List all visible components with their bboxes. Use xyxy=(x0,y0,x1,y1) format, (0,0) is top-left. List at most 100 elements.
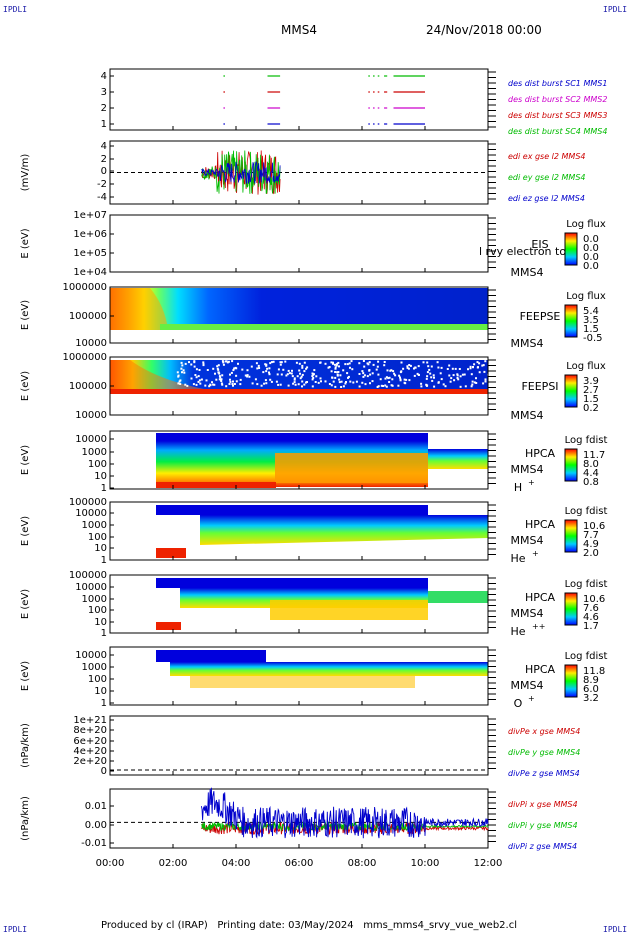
feepsi-speckle-dot xyxy=(440,366,443,369)
feepsi-speckle-dot xyxy=(344,382,347,385)
feepsi-speckle-dot xyxy=(279,383,282,386)
feepsi-speckle-dot xyxy=(195,368,198,371)
feepsi-speckle-dot xyxy=(456,373,459,376)
feepsi-speckle-dot xyxy=(182,369,185,372)
divpe-ytick-label: 4e+20 xyxy=(73,746,107,757)
feepsi-colorbar-title: Log flux xyxy=(566,361,606,372)
feepsi-speckle-dot xyxy=(299,372,301,375)
feepsi-speckle-dot xyxy=(432,374,435,377)
feepsi-speckle-dot xyxy=(222,363,225,366)
feepsi-speckle-dot xyxy=(290,372,293,375)
feepsi-speckle-dot xyxy=(475,377,477,380)
eis-ytick-label: 1e+04 xyxy=(73,267,107,278)
feepsi-speckle-dot xyxy=(188,361,190,364)
hpca_o-spacecraft-label: MMS4 xyxy=(511,679,544,692)
eis-colorbar-label: 0.0 xyxy=(583,252,599,263)
feepsi-speckle-dot xyxy=(471,383,474,386)
feepsi-speckle-dot xyxy=(340,380,343,383)
feepsi-speckle-dot xyxy=(291,369,293,372)
hpca_he-instrument-label: HPCA xyxy=(525,518,556,531)
feepsi-speckle-dot xyxy=(379,378,382,381)
feepsi-speckle-dot xyxy=(206,369,209,371)
feepsi-speckle-dot xyxy=(417,374,420,376)
feepsi-speckle-dot xyxy=(408,379,411,382)
feepsi-speckle-dot xyxy=(334,366,337,369)
hpca_h-ytick-label: 10 xyxy=(94,471,107,482)
feepse-colorbar-title: Log flux xyxy=(566,291,606,302)
feepsi-speckle-dot xyxy=(268,373,271,376)
divpi-legend-entry: divPi z gse MMS4 xyxy=(508,842,577,851)
feepsi-speckle-dot xyxy=(452,374,455,377)
hpca_hepp-colorbar-title: Log fdist xyxy=(565,579,608,590)
x-tick-label: 08:00 xyxy=(348,858,377,869)
feepsi-speckle-dot xyxy=(184,362,187,365)
feepsi-speckle-dot xyxy=(265,382,268,385)
hpca_h-colorbar-label: 0.8 xyxy=(583,477,599,488)
feepsi-speckle-dot xyxy=(217,371,220,374)
feepsi-speckle-dot xyxy=(195,376,198,379)
hpca_he-ytick-label: 1000 xyxy=(82,520,107,531)
feepsi-speckle-dot xyxy=(340,386,343,388)
x-tick-label: 10:00 xyxy=(411,858,440,869)
feepsi-speckle-dot xyxy=(218,375,221,378)
feepsi-speckle-dot xyxy=(429,372,432,375)
feepsi-speckle-dot xyxy=(334,363,336,366)
feepsi-speckle-dot xyxy=(276,373,279,376)
feepsi-speckle-dot xyxy=(464,385,467,388)
feepsi-speckle-dot xyxy=(233,383,236,385)
hpca_he-ytick-label: 10 xyxy=(94,543,107,554)
feepsi-speckle-dot xyxy=(413,367,415,370)
feepsi-speckle-dot xyxy=(368,361,371,364)
feepsi-speckle-dot xyxy=(451,367,454,370)
feepsi-speckle-dot xyxy=(358,385,361,388)
feepsi-speckle-dot xyxy=(216,367,219,370)
feepsi-speckle-dot xyxy=(334,371,337,373)
feepsi-speckle-dot xyxy=(339,374,342,377)
edi-legend-entry: edi ez gse l2 MMS4 xyxy=(508,194,585,203)
burst-ytick-label: 4 xyxy=(101,71,107,82)
feepsi-speckle-dot xyxy=(328,383,331,385)
hpca_hepp-colorbar-label: 7.6 xyxy=(583,603,599,614)
feepsi-speckle-dot xyxy=(478,371,481,374)
feepsi-speckle-dot xyxy=(221,374,224,377)
feepsi-speckle-dot xyxy=(352,381,355,384)
feepsi-speckle-dot xyxy=(334,376,337,379)
feepsi-speckle-dot xyxy=(416,372,419,375)
hpca_h-spacecraft-label: MMS4 xyxy=(511,463,544,476)
divpe-ytick-label: 0 xyxy=(101,766,107,777)
feepsi-speckle-dot xyxy=(296,375,299,378)
burst-legend-entry: des dist burst SC4 MMS4 xyxy=(508,127,607,136)
feepsi-speckle-dot xyxy=(213,383,216,386)
feepsi-speckle-dot xyxy=(264,363,267,366)
feepsi-speckle-dot xyxy=(476,366,479,369)
feepsi-speckle-dot xyxy=(199,382,202,385)
feepsi-speckle-dot xyxy=(430,365,433,368)
divpi-legend-entry: divPi y gse MMS4 xyxy=(508,821,578,830)
feepsi-speckle-dot xyxy=(317,381,320,384)
feepsi-speckle-dot xyxy=(221,383,224,386)
divpi-series-line xyxy=(200,787,489,839)
corner-label-top-left: IPDLI xyxy=(3,5,28,14)
feepsi-low-energy-band xyxy=(110,389,488,394)
feepsi-speckle-dot xyxy=(433,376,435,379)
feepsi-speckle-dot xyxy=(437,381,440,384)
feepsi-hot-region xyxy=(110,360,215,391)
hpca_he-colorbar-label: 10.6 xyxy=(583,521,605,532)
feepsi-speckle-dot xyxy=(315,375,318,378)
feepsi-speckle-dot xyxy=(389,369,392,372)
feepsi-speckle-dot xyxy=(254,378,257,381)
feepsi-speckle-dot xyxy=(448,364,451,367)
feepsi-speckle-dot xyxy=(269,362,272,365)
feepsi-speckle-dot xyxy=(306,381,308,383)
divpe-ytick-label: 6e+20 xyxy=(73,736,107,747)
footer-text: Produced by cl (IRAP) Printing date: 03/… xyxy=(101,920,518,931)
feepsi-speckle-dot xyxy=(255,362,258,365)
feepsi-speckle-dot xyxy=(371,380,374,383)
hpca_h-colorbar-label: 4.4 xyxy=(583,468,599,479)
divpi-legend-entry: divPi x gse MMS4 xyxy=(508,800,578,809)
feepsi-speckle-dot xyxy=(397,384,400,387)
panel-eis-frame xyxy=(109,214,489,273)
edi-ytick-label: 0 xyxy=(101,166,107,177)
feepsi-speckle-dot xyxy=(428,368,431,371)
feepsi-speckle-dot xyxy=(270,380,273,383)
